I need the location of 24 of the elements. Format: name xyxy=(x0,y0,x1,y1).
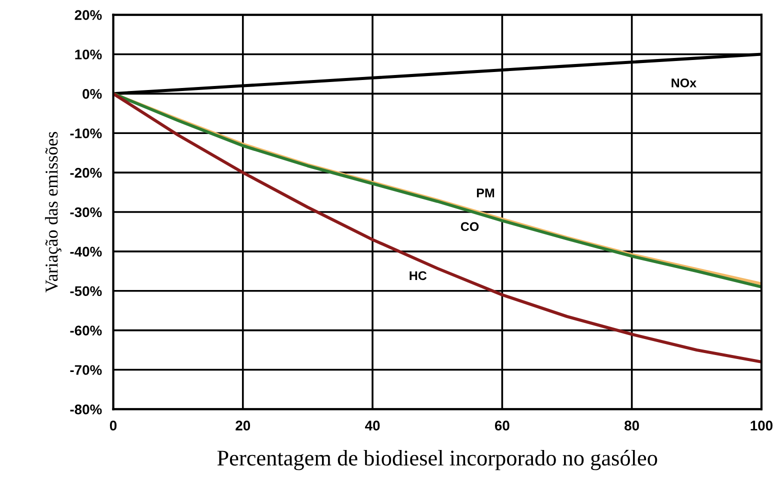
y-tick-label: -80% xyxy=(70,404,102,414)
series-label: NOx xyxy=(672,78,696,88)
y-tick-label: -40% xyxy=(70,246,102,257)
x-tick-label: 60 xyxy=(494,420,510,431)
y-tick-label: 0% xyxy=(82,89,102,99)
x-axis-title: Percentagem de biodiesel incorporado no gasóleo xyxy=(217,450,658,470)
y-tick-label: -20% xyxy=(70,168,102,178)
y-tick-label: 20% xyxy=(74,10,102,20)
y-tick-label: 10% xyxy=(75,50,102,60)
x-tick-label: 80 xyxy=(624,420,639,431)
series-label: PM xyxy=(476,188,494,198)
y-tick-label: -50% xyxy=(70,286,102,296)
y-tick-label: -60% xyxy=(70,326,102,336)
series-label: HC xyxy=(410,271,427,280)
y-tick-label: -70% xyxy=(70,365,102,375)
x-tick-label: 40 xyxy=(365,420,380,431)
y-tick-label: -10% xyxy=(70,128,102,138)
line-series xyxy=(113,92,762,364)
y-tick-label: -30% xyxy=(70,207,102,218)
y-axis-title: Variação das emissões xyxy=(45,132,62,293)
x-tick-label: 0 xyxy=(110,420,117,431)
x-tick-label: 20 xyxy=(236,420,250,431)
series-label: CO xyxy=(460,222,479,232)
x-tick-label: 100 xyxy=(750,420,772,431)
